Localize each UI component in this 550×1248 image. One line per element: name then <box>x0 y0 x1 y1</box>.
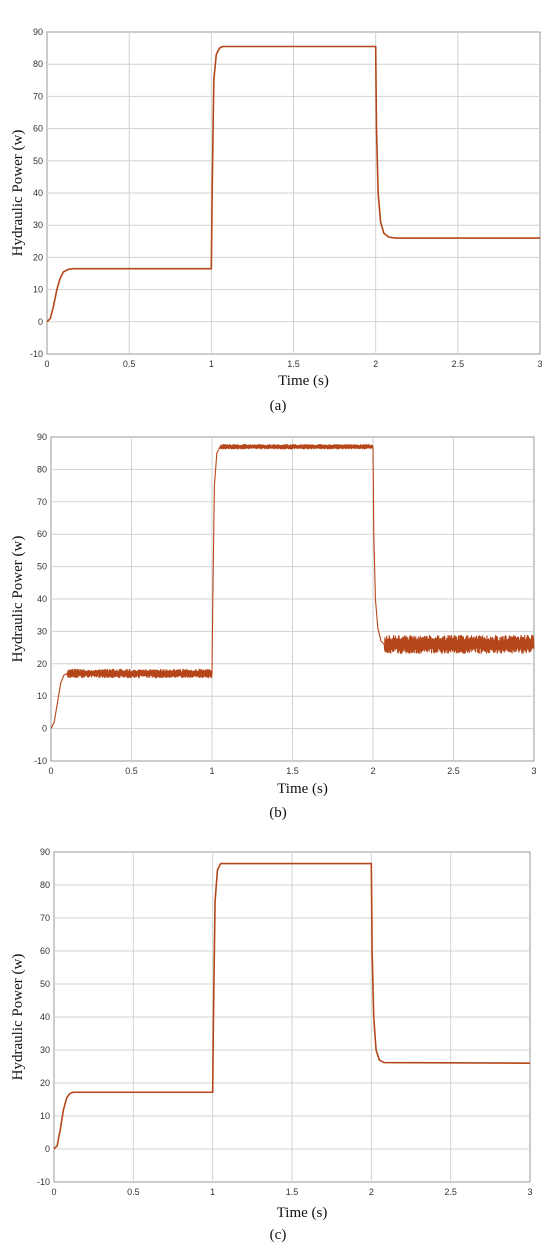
y-tick-label: 90 <box>40 847 50 857</box>
x-tick-label: 0.5 <box>125 766 138 776</box>
y-axis-label: Hydraulic Power (w) <box>10 130 26 257</box>
y-tick-label: 0 <box>45 1144 50 1154</box>
chart-c: 0 0.5 1 1.5 2 2.5 3-100102030405060708090Time … <box>10 847 533 1243</box>
x-tick-label: 3 <box>537 359 542 369</box>
x-tick-label: 0.5 <box>123 359 136 369</box>
series-line <box>46 45 540 323</box>
y-tick-label: 70 <box>33 91 43 101</box>
y-tick-label: 60 <box>33 124 43 134</box>
x-tick-label: 2.5 <box>447 766 460 776</box>
x-tick-label: 3 <box>527 1187 532 1197</box>
y-tick-label: 50 <box>33 156 43 166</box>
x-tick-label: 2.5 <box>444 1187 457 1197</box>
y-tick-label: 50 <box>37 562 47 572</box>
y-tick-label: -10 <box>30 349 43 359</box>
y-tick-label: 60 <box>40 946 50 956</box>
y-tick-label: 30 <box>40 1045 50 1055</box>
y-tick-label: 60 <box>37 529 47 539</box>
panel-caption: (b) <box>269 805 287 821</box>
x-tick-label: 0 <box>44 359 49 369</box>
y-tick-label: 40 <box>33 188 43 198</box>
series-line <box>53 862 531 1150</box>
y-axis-label: Hydraulic Power (w) <box>10 536 26 663</box>
x-tick-label: 1.5 <box>287 359 300 369</box>
y-tick-label: 40 <box>37 594 47 604</box>
y-tick-label: 10 <box>33 285 43 295</box>
y-tick-label: -10 <box>34 756 47 766</box>
x-tick-label: 2 <box>373 359 378 369</box>
y-tick-label: 20 <box>40 1078 50 1088</box>
chart-b: 0 0.5 1 1.5 2 2.5 3-100102030405060708090Time … <box>10 432 537 821</box>
y-tick-label: 40 <box>40 1012 50 1022</box>
chart-a: 0 0.5 1 1.5 2 2.5 3-100102030405060708090Time … <box>10 27 543 414</box>
x-axis-label: Time (s) <box>277 781 328 797</box>
x-tick-label: 1.5 <box>286 766 299 776</box>
x-axis-label: Time (s) <box>277 1205 328 1221</box>
y-tick-label: 10 <box>40 1111 50 1121</box>
y-tick-label: 90 <box>37 432 47 442</box>
x-tick-label: 1 <box>209 359 214 369</box>
x-tick-label: 2.5 <box>452 359 465 369</box>
x-tick-label: 1 <box>210 1187 215 1197</box>
y-tick-label: 80 <box>40 880 50 890</box>
y-tick-label: 50 <box>40 979 50 989</box>
y-tick-label: 70 <box>40 913 50 923</box>
x-tick-label: 1.5 <box>286 1187 299 1197</box>
panel-caption: (a) <box>270 398 287 414</box>
y-tick-label: 20 <box>37 659 47 669</box>
panel-caption: (c) <box>270 1227 287 1243</box>
y-tick-label: 10 <box>37 691 47 701</box>
x-tick-label: 1 <box>209 766 214 776</box>
y-tick-label: 80 <box>33 59 43 69</box>
y-tick-label: 0 <box>38 317 43 327</box>
x-tick-label: 2 <box>369 1187 374 1197</box>
y-tick-label: 20 <box>33 252 43 262</box>
series-line <box>50 443 535 729</box>
x-axis-label: Time (s) <box>278 373 329 389</box>
y-tick-label: 30 <box>33 220 43 230</box>
x-tick-label: 2 <box>370 766 375 776</box>
x-tick-label: 0 <box>51 1187 56 1197</box>
y-tick-label: -10 <box>37 1177 50 1187</box>
y-tick-label: 0 <box>42 724 47 734</box>
x-tick-label: 0.5 <box>127 1187 140 1197</box>
y-tick-label: 90 <box>33 27 43 37</box>
y-tick-label: 80 <box>37 464 47 474</box>
y-tick-label: 30 <box>37 626 47 636</box>
x-tick-label: 3 <box>531 766 536 776</box>
y-axis-label: Hydraulic Power (w) <box>10 954 26 1081</box>
x-tick-label: 0 <box>48 766 53 776</box>
y-tick-label: 70 <box>37 497 47 507</box>
